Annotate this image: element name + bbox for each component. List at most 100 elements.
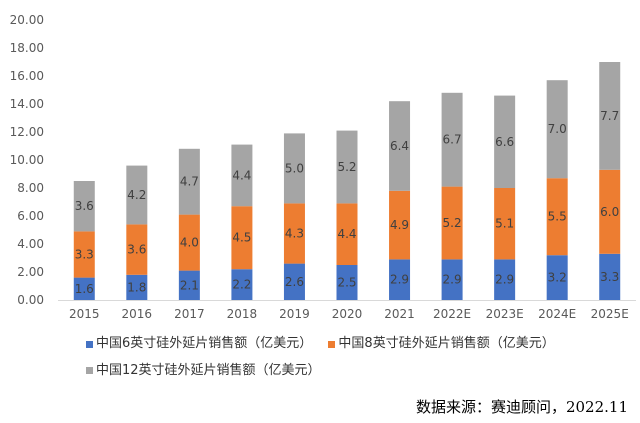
legend-label-8inch: 中国8英寸硅外延片销售额（亿美元）	[338, 336, 555, 351]
bar-segment	[231, 206, 253, 270]
bar-segment	[546, 80, 568, 179]
bar-segment	[599, 62, 621, 170]
bar-segment	[178, 270, 200, 300]
data-label: 3.2	[548, 271, 567, 285]
data-label: 5.1	[495, 217, 514, 231]
data-label: 5.2	[443, 216, 462, 230]
bar-segment	[494, 259, 516, 300]
data-label: 4.4	[232, 168, 251, 182]
data-label: 3.3	[75, 248, 94, 262]
y-tick-label: 0.00	[17, 293, 44, 307]
legend-label-12inch: 中国12英寸硅外延片销售额（亿美元）	[96, 362, 321, 378]
legend-item-8inch: 中国8英寸硅外延片销售额（亿美元）	[328, 331, 555, 357]
data-label: 4.0	[180, 236, 199, 250]
data-label: 3.3	[600, 270, 619, 284]
data-label: 5.2	[337, 160, 356, 174]
x-tick-label: 2019	[279, 307, 310, 321]
data-label: 3.6	[127, 243, 146, 257]
data-label: 4.2	[127, 188, 146, 202]
bar-segment	[546, 178, 568, 256]
y-tick-label: 4.00	[17, 237, 44, 251]
bar-segment	[494, 188, 516, 260]
data-label: 1.8	[127, 280, 146, 294]
bar-segment	[441, 92, 463, 187]
x-tick-label: 2018	[227, 307, 258, 321]
bar-segment	[336, 130, 358, 204]
bar-segment	[231, 144, 253, 207]
x-tick-label: 2017	[174, 307, 205, 321]
y-tick-label: 14.00	[10, 97, 44, 111]
y-tick-label: 12.00	[10, 125, 44, 139]
data-label: 4.4	[337, 227, 356, 241]
y-tick-label: 8.00	[17, 181, 44, 195]
x-tick-label: 2023E	[486, 307, 524, 321]
data-label: 7.7	[600, 109, 619, 123]
x-tick-label: 2015	[69, 307, 100, 321]
bar-segment	[389, 259, 411, 300]
x-tick-label: 2024E	[538, 307, 576, 321]
bar-segment	[283, 133, 305, 204]
data-label: 2.2	[232, 278, 251, 292]
bar-segment	[336, 203, 358, 265]
data-label: 6.7	[443, 133, 462, 147]
data-label: 2.1	[180, 278, 199, 292]
bar-segment	[494, 95, 516, 188]
data-label: 2.5	[337, 276, 356, 290]
x-tick-label: 2016	[122, 307, 153, 321]
x-tick-label: 2025E	[591, 307, 629, 321]
data-label: 4.3	[285, 227, 304, 241]
data-label: 5.5	[548, 210, 567, 224]
data-label: 4.5	[232, 231, 251, 245]
bar-segment	[441, 259, 463, 300]
data-label: 4.9	[390, 218, 409, 232]
bar-segment	[231, 269, 253, 300]
bar-segment	[389, 190, 411, 260]
data-label: 4.7	[180, 175, 199, 189]
x-tick-label: 2020	[332, 307, 363, 321]
bar-segment	[599, 169, 621, 254]
bar-segment	[441, 186, 463, 260]
data-label: 6.0	[600, 205, 619, 219]
data-label: 1.6	[75, 282, 94, 296]
data-label: 5.0	[285, 161, 304, 175]
data-label: 6.6	[495, 135, 514, 149]
y-tick-label: 18.00	[10, 41, 44, 55]
bar-segment	[336, 265, 358, 300]
bar-segment	[178, 214, 200, 271]
bar-segment	[389, 101, 411, 191]
bar-segment	[283, 203, 305, 264]
legend-label-6inch: 中国6英寸硅外延片销售额（亿美元）	[96, 336, 313, 351]
data-label: 3.6	[75, 199, 94, 213]
y-tick-label: 2.00	[17, 265, 44, 279]
bar-segment	[599, 253, 621, 300]
y-tick-label: 16.00	[10, 69, 44, 83]
legend-item-6inch: 中国6英寸硅外延片销售额（亿美元）	[86, 331, 312, 357]
y-tick-label: 10.00	[10, 153, 44, 167]
bar-segment	[73, 277, 95, 300]
data-label: 2.6	[285, 275, 304, 289]
bar-segment	[178, 148, 200, 215]
data-label: 6.4	[390, 139, 409, 153]
x-tick-label: 2021	[384, 307, 415, 321]
data-label: 2.9	[495, 273, 514, 287]
data-label: 7.0	[548, 122, 567, 136]
source-note: 数据来源：赛迪顾问，2022.11	[415, 398, 628, 416]
data-label: 2.9	[443, 273, 462, 287]
data-label: 2.9	[390, 273, 409, 287]
legend-swatch-12inch	[86, 367, 93, 374]
legend-swatch-8inch	[328, 340, 336, 348]
legend-item-12inch: 中国12英寸硅外延片销售额（亿美元）	[86, 358, 321, 384]
bar-segment	[73, 181, 95, 232]
bar-segment	[126, 224, 148, 275]
bar-segment	[126, 165, 148, 225]
bar-segment	[73, 231, 95, 278]
legend-swatch-6inch	[86, 340, 93, 348]
legend: 中国6英寸硅外延片销售额（亿美元） 中国8英寸硅外延片销售额（亿美元） 中国12…	[86, 331, 606, 384]
bar-segment	[283, 263, 305, 300]
y-tick-label: 6.00	[17, 209, 44, 223]
bar-segment	[126, 274, 148, 300]
x-tick-label: 2022E	[433, 307, 471, 321]
bar-segment	[546, 255, 568, 300]
y-tick-label: 20.00	[10, 13, 44, 27]
